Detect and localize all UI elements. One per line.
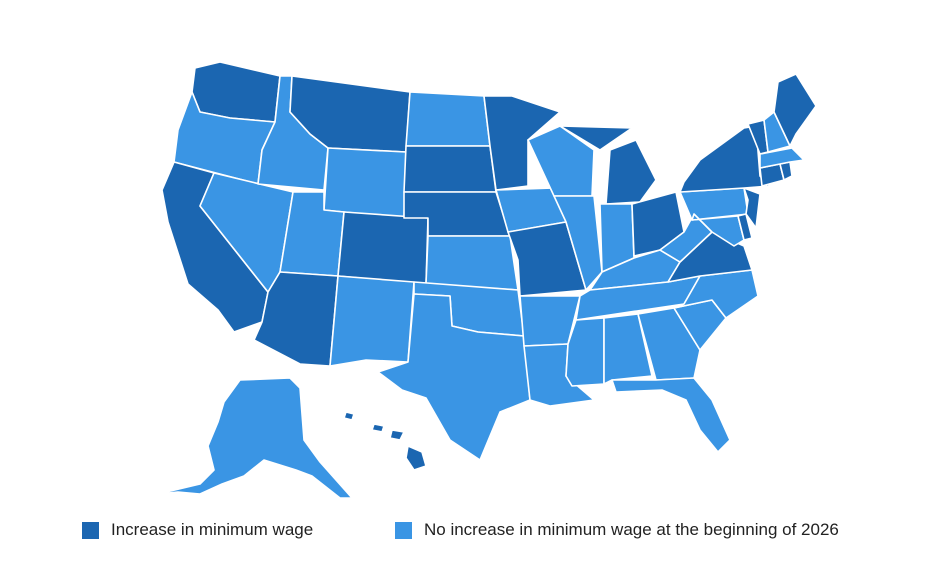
legend-swatch-increase <box>82 521 99 539</box>
state-missouri <box>507 221 587 297</box>
state-north-dakota <box>405 91 491 147</box>
legend-label-no-increase: No increase in minimum wage at the begin… <box>424 520 839 539</box>
state-wyoming <box>323 147 407 219</box>
legend: Increase in minimum wage No increase in … <box>0 520 930 550</box>
state-new-mexico <box>329 275 415 367</box>
state-texas <box>377 293 531 461</box>
state-new-jersey <box>743 187 761 229</box>
state-delaware <box>737 213 753 241</box>
state-illinois <box>553 195 603 291</box>
state-kansas <box>425 235 519 291</box>
state-massachusetts <box>759 147 805 169</box>
state-wisconsin <box>527 125 595 197</box>
state-alabama <box>603 313 653 385</box>
state-maine <box>773 73 817 147</box>
state-minnesota <box>483 95 561 191</box>
state-south-dakota <box>403 145 497 193</box>
state-pennsylvania <box>679 187 749 221</box>
legend-item-increase: Increase in minimum wage <box>82 520 313 540</box>
state-colorado <box>337 211 429 285</box>
us-states-map <box>157 61 817 499</box>
state-michigan <box>559 125 657 205</box>
legend-label-increase: Increase in minimum wage <box>111 520 314 539</box>
state-florida <box>611 377 731 453</box>
state-hawaii <box>343 411 427 471</box>
legend-item-no-increase: No increase in minimum wage at the begin… <box>395 520 839 540</box>
state-new-york <box>679 125 771 193</box>
legend-swatch-no-increase <box>395 521 412 539</box>
state-alaska <box>157 377 353 499</box>
